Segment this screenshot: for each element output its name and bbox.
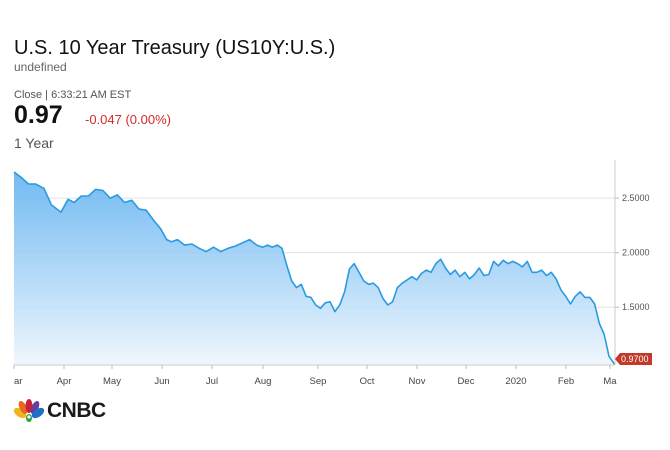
x-tick-label: May	[103, 376, 121, 387]
last-value: 0.97	[14, 101, 63, 129]
y-tick-label: 2.5000	[622, 193, 650, 203]
x-tick-label: Aug	[255, 376, 272, 387]
last-value-badge: 0.9700	[615, 353, 652, 365]
cnbc-logo: CNBC	[14, 399, 132, 423]
subtitle: undefined	[14, 60, 67, 74]
x-tick-label: Feb	[558, 376, 574, 387]
x-tick-label: Jun	[154, 376, 169, 387]
page-title: U.S. 10 Year Treasury (US10Y:U.S.)	[14, 37, 336, 59]
x-tick-label: 2020	[505, 376, 526, 387]
series-line	[13, 171, 616, 366]
change-value: -0.047 (0.00%)	[85, 112, 171, 127]
x-tick-label: ar	[14, 376, 22, 387]
y-tick-label: 1.5000	[622, 302, 650, 312]
x-tick-label: Apr	[57, 376, 72, 387]
x-tick-label: Ma	[603, 376, 617, 387]
x-tick-label: Jul	[206, 376, 218, 387]
cnbc-wordmark: CNBC	[47, 399, 106, 422]
y-tick-label: 2.0000	[622, 248, 650, 258]
yield-chart: 2.5000 2.0000 1.5000 ar Apr May Jun Jul Aug Sep O…	[13, 160, 652, 387]
x-tick-label: Oct	[360, 376, 375, 387]
range-label: 1 Year	[14, 135, 54, 151]
x-tick-label: Sep	[310, 376, 327, 387]
series-area	[14, 172, 615, 365]
x-tick-label: Nov	[409, 376, 426, 387]
peacock-icon	[14, 399, 44, 422]
close-timestamp: Close | 6:33:21 AM EST	[14, 89, 132, 101]
x-tick-label: Dec	[458, 376, 475, 387]
last-value-badge-label: 0.9700	[621, 354, 649, 364]
